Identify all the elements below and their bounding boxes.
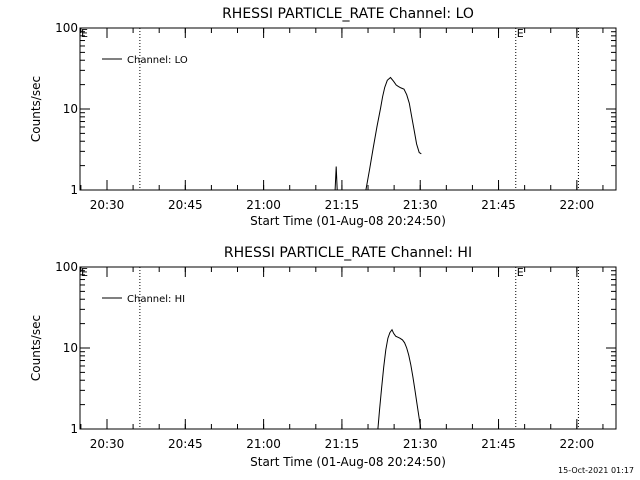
chart-panel-hi: RHESSI PARTICLE_RATE Channel: HI 1 10 100 20… <box>29 245 617 469</box>
x-tick-label: 20:30 <box>90 437 125 451</box>
chart-title: RHESSI PARTICLE_RATE Channel: LO <box>222 6 474 22</box>
x-tick-label: 21:30 <box>403 437 438 451</box>
y-tick-label: 1 <box>70 422 78 436</box>
legend-label: Channel: LO <box>127 55 188 66</box>
series-line <box>365 76 422 191</box>
edge-marker-label: E <box>81 27 88 40</box>
x-tick-label: 21:45 <box>481 198 516 212</box>
plot-frame <box>79 266 617 430</box>
event-marker-label: E <box>517 27 524 40</box>
x-tick-label: 21:00 <box>246 437 281 451</box>
x-tick-label: 21:45 <box>481 437 516 451</box>
chart-panel-lo: RHESSI PARTICLE_RATE Channel: LO 1 10 100 20… <box>29 6 617 228</box>
x-tick-label: 21:15 <box>325 198 360 212</box>
x-tick-label: 20:30 <box>90 198 125 212</box>
chart-title: RHESSI PARTICLE_RATE Channel: HI <box>224 245 472 261</box>
y-tick-label: 10 <box>63 341 78 355</box>
series-line <box>377 328 422 430</box>
event-marker-label: E <box>517 266 524 279</box>
plot-frame <box>79 27 617 191</box>
y-axis-label: Counts/sec <box>29 76 43 142</box>
x-tick-label: 21:15 <box>325 437 360 451</box>
x-tick-label: 20:45 <box>168 198 203 212</box>
x-axis-label: Start Time (01-Aug-08 20:24:50) <box>250 214 446 228</box>
legend-label: Channel: HI <box>127 294 185 305</box>
x-tick-label: 20:45 <box>168 437 203 451</box>
y-axis-label: Counts/sec <box>29 315 43 381</box>
x-axis-label: Start Time (01-Aug-08 20:24:50) <box>250 455 446 469</box>
x-tick-label: 22:00 <box>560 437 595 451</box>
y-tick-label: 1 <box>70 183 78 197</box>
footer-timestamp: 15-Oct-2021 01:17 <box>558 466 634 475</box>
x-tick-label: 21:30 <box>403 198 438 212</box>
series-line <box>334 166 339 191</box>
y-tick-label: 100 <box>55 21 78 35</box>
y-tick-label: 100 <box>55 260 78 274</box>
x-tick-label: 22:00 <box>560 198 595 212</box>
y-tick-label: 10 <box>63 102 78 116</box>
edge-marker-label: E <box>81 266 88 279</box>
x-tick-label: 21:00 <box>246 198 281 212</box>
